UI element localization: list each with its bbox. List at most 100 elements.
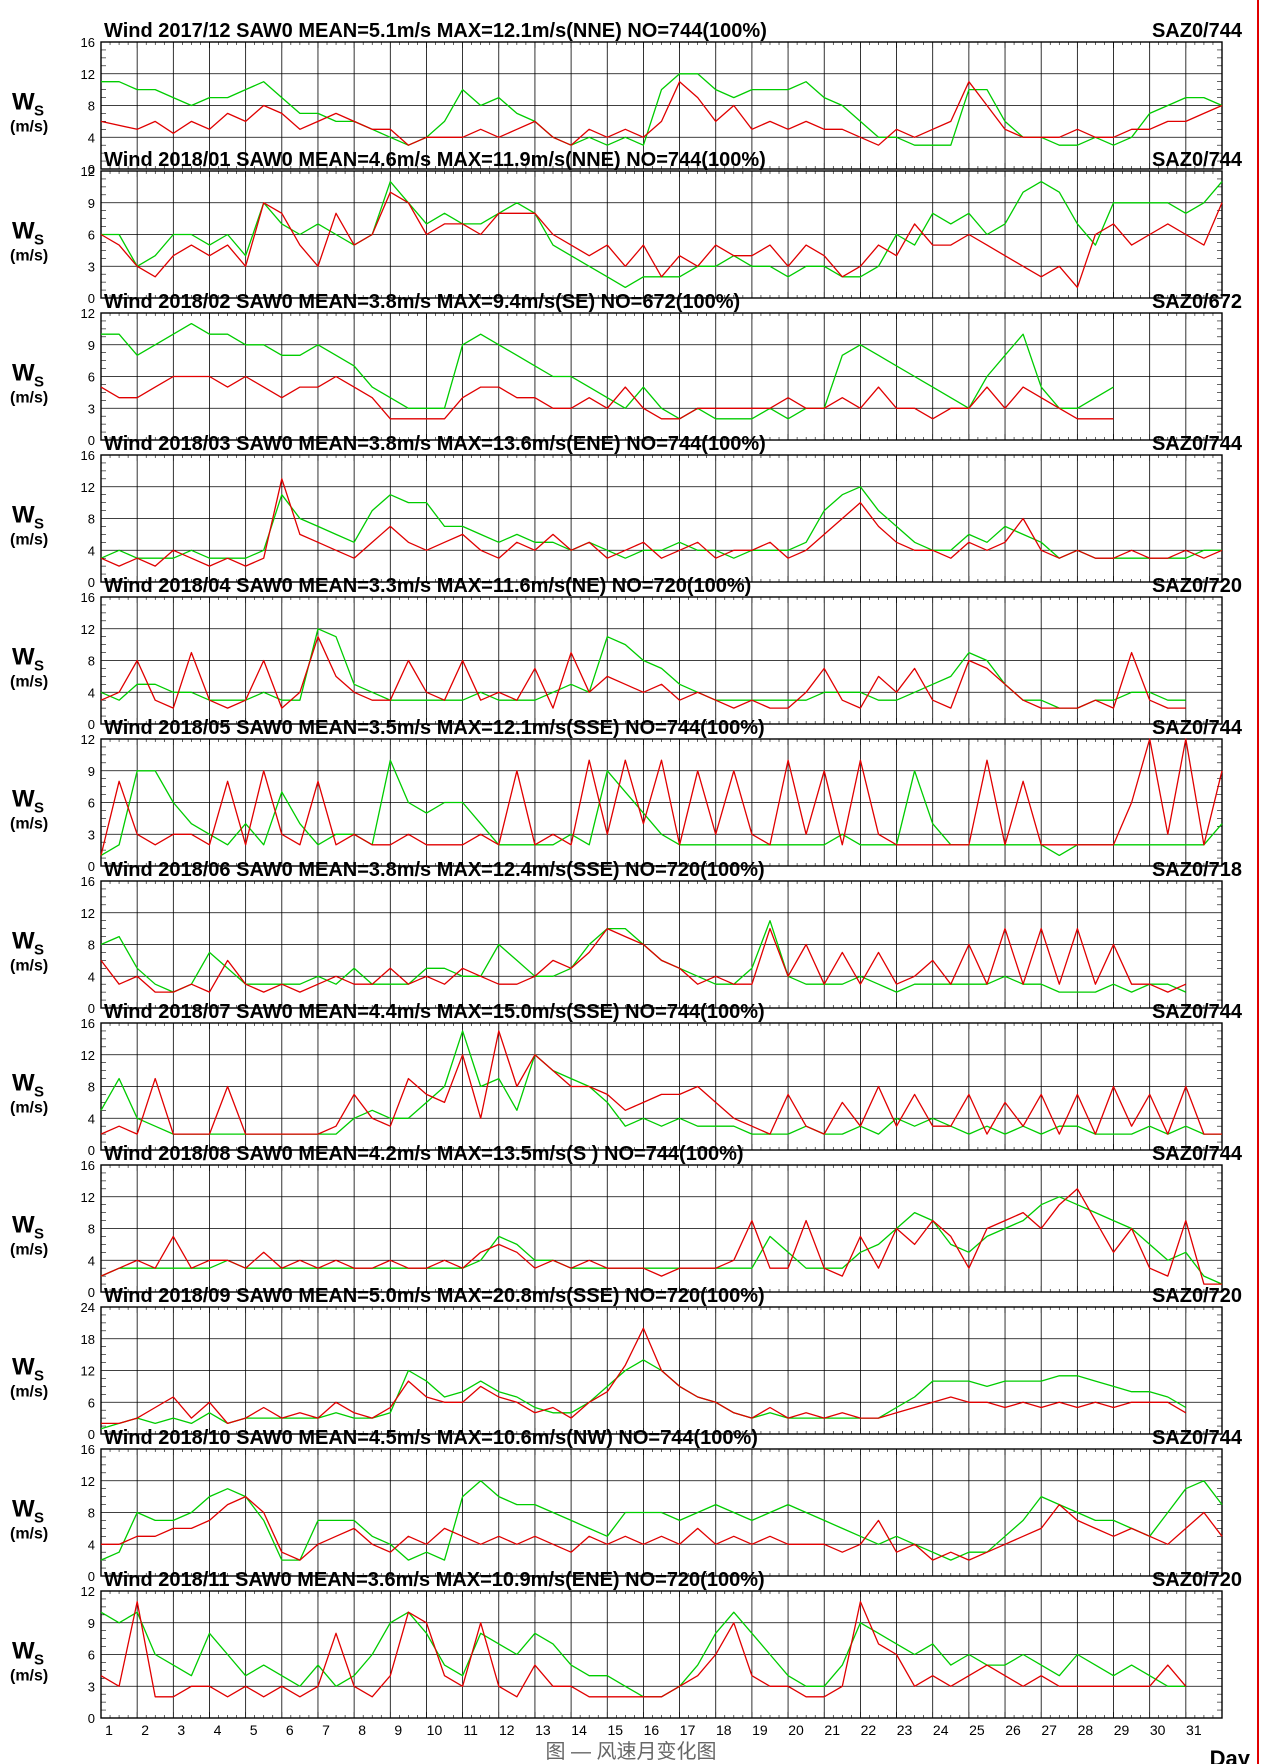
y-axis-label-sub: S (34, 942, 44, 959)
y-tick-label: 9 (88, 1616, 95, 1631)
series-line-red (100, 1600, 1187, 1698)
panel-code: SAZ0/744 (1152, 717, 1243, 739)
panel-code: SAZ0/744 (1152, 1427, 1243, 1449)
y-tick-label: 0 (88, 1427, 95, 1442)
y-axis-label: W (12, 218, 35, 245)
series-line-green (101, 322, 1114, 420)
y-axis-label: W (12, 1070, 35, 1097)
y-tick-label: 12 (81, 1048, 95, 1063)
y-tick-label: 16 (81, 1158, 95, 1173)
y-axis-unit: (m/s) (10, 958, 48, 975)
panel-frame (100, 738, 1223, 867)
x-tick-label: 29 (1114, 1722, 1130, 1738)
panel-code: SAZ0/744 (1152, 1143, 1243, 1165)
series-line-red (100, 375, 1114, 420)
y-tick-label: 12 (81, 1190, 95, 1205)
x-tick-label: 13 (535, 1722, 551, 1738)
x-tick-label: 31 (1186, 1722, 1202, 1738)
panel-frame (100, 454, 1223, 583)
y-tick-label: 4 (88, 1537, 95, 1552)
y-tick-label: 12 (81, 1584, 95, 1599)
y-axis-unit: (m/s) (10, 532, 48, 549)
y-axis-label-sub: S (34, 232, 44, 249)
x-tick-label: 10 (427, 1722, 443, 1738)
panel-code: SAZ0/672 (1152, 291, 1242, 313)
y-tick-label: 4 (88, 969, 95, 984)
x-tick-label: 17 (680, 1722, 696, 1738)
x-tick-label: 14 (571, 1722, 587, 1738)
y-tick-label: 12 (81, 906, 95, 921)
panel-title: Wind 2018/06 SAW0 MEAN=3.8m/s MAX=12.4m/… (104, 859, 765, 881)
x-tick-label: 23 (897, 1722, 913, 1738)
y-tick-label: 6 (88, 370, 95, 385)
y-tick-label: 9 (88, 196, 95, 211)
y-axis-label-sub: S (34, 1084, 44, 1101)
y-tick-label: 8 (88, 1222, 95, 1237)
x-tick-label: 2 (141, 1722, 149, 1738)
y-tick-label: 4 (88, 543, 95, 558)
panel-title: Wind 2018/05 SAW0 MEAN=3.5m/s MAX=12.1m/… (104, 717, 765, 739)
y-axis-label: W (12, 786, 35, 813)
y-tick-label: 6 (88, 228, 95, 243)
y-tick-label: 3 (88, 401, 95, 416)
x-tick-label: 6 (286, 1722, 294, 1738)
panel-title: Wind 2018/11 SAW0 MEAN=3.6m/s MAX=10.9m/… (104, 1569, 765, 1591)
y-axis-label-sub: S (34, 1510, 44, 1527)
y-axis-unit: (m/s) (10, 1242, 48, 1259)
y-tick-label: 8 (88, 938, 95, 953)
panel-frame (100, 1590, 1223, 1719)
x-tick-label: 1 (105, 1722, 113, 1738)
panel-title: Wind 2017/12 SAW0 MEAN=5.1m/s MAX=12.1m/… (104, 20, 767, 42)
y-tick-label: 3 (88, 1679, 95, 1694)
y-tick-label: 8 (88, 99, 95, 114)
x-tick-label: 30 (1150, 1722, 1166, 1738)
y-axis-label-sub: S (34, 516, 44, 533)
y-tick-label: 4 (88, 1253, 95, 1268)
y-axis-unit: (m/s) (10, 390, 48, 407)
y-tick-label: 8 (88, 1506, 95, 1521)
panel-title: Wind 2018/04 SAW0 MEAN=3.3m/s MAX=11.6m/… (104, 575, 751, 597)
y-tick-label: 8 (88, 654, 95, 669)
panel-title: Wind 2018/07 SAW0 MEAN=4.4m/s MAX=15.0m/… (104, 1001, 765, 1023)
y-tick-label: 0 (88, 162, 95, 177)
panel-title: Wind 2018/08 SAW0 MEAN=4.2m/s MAX=13.5m/… (104, 1143, 744, 1165)
y-tick-label: 0 (88, 1143, 95, 1158)
x-tick-label: 25 (969, 1722, 985, 1738)
y-axis-label-sub: S (34, 1226, 44, 1243)
y-axis-label: W (12, 502, 35, 529)
panel-code: SAZ0/718 (1152, 859, 1242, 881)
y-tick-label: 16 (81, 874, 95, 889)
series-line-green (100, 486, 1222, 559)
series-line-green (100, 1196, 1223, 1285)
y-tick-label: 4 (88, 685, 95, 700)
series-line-red (100, 738, 1223, 856)
y-tick-label: 12 (81, 306, 95, 321)
x-tick-label: 7 (322, 1722, 330, 1738)
panel-title: Wind 2018/03 SAW0 MEAN=3.8m/s MAX=13.6m/… (104, 433, 766, 455)
y-tick-label: 0 (88, 1285, 95, 1300)
y-tick-label: 16 (81, 1442, 95, 1457)
y-tick-label: 0 (88, 291, 95, 306)
panel-frame (100, 1022, 1223, 1151)
series-line-green (100, 759, 1223, 857)
y-axis-label: W (12, 928, 35, 955)
panel-code: SAZ0/720 (1152, 1285, 1242, 1307)
y-axis-unit: (m/s) (10, 1526, 48, 1543)
y-tick-label: 8 (88, 1080, 95, 1095)
y-axis-label: W (12, 1212, 35, 1239)
y-tick-label: 0 (88, 575, 95, 590)
series-line-green (100, 1480, 1223, 1561)
y-axis-label: W (12, 1638, 35, 1665)
y-tick-label: 6 (88, 796, 95, 811)
y-tick-label: 24 (81, 1300, 95, 1315)
y-tick-label: 16 (81, 448, 95, 463)
y-axis-label: W (12, 1496, 35, 1523)
x-tick-label: 15 (607, 1722, 623, 1738)
y-tick-label: 3 (88, 259, 95, 274)
x-tick-label: 4 (214, 1722, 222, 1738)
x-tick-label: 9 (394, 1722, 402, 1738)
y-tick-label: 12 (81, 732, 95, 747)
y-tick-label: 12 (81, 480, 95, 495)
panel-frame (100, 1448, 1223, 1577)
